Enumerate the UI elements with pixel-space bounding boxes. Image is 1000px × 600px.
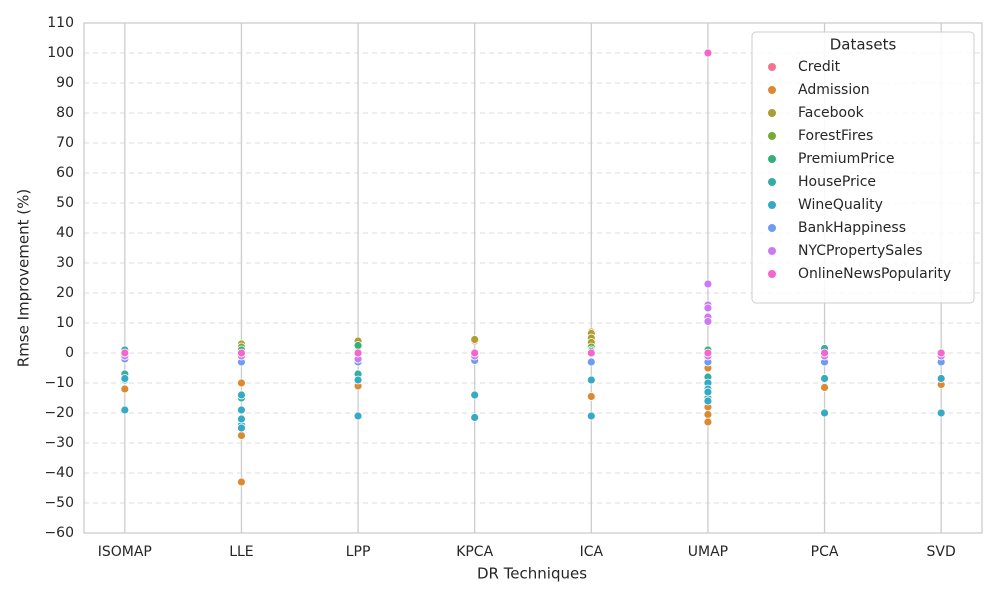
legend-marker [767, 62, 777, 72]
point [353, 348, 363, 358]
point [353, 375, 363, 385]
point [470, 413, 480, 422]
point [586, 375, 596, 385]
y-tick-label: 70 [56, 135, 74, 151]
y-tick-label: 60 [56, 165, 74, 181]
point [353, 411, 363, 421]
legend-label: NYCPropertySales [798, 243, 923, 259]
y-axis-label: Rmse Improvement (%) [15, 189, 33, 367]
legend-label: Facebook [798, 105, 865, 121]
point [470, 390, 480, 400]
point [936, 348, 946, 358]
y-tick-label: −60 [44, 525, 74, 541]
point [120, 374, 130, 383]
legend: Datasets Credit Admission Facebook ForestFir… [751, 31, 975, 304]
point [237, 378, 246, 388]
point [820, 348, 829, 358]
legend-marker [767, 223, 777, 233]
y-tick-label: 10 [56, 315, 74, 331]
legend-marker [767, 108, 777, 118]
y-tick-label: 50 [56, 195, 74, 211]
legend-marker [767, 131, 777, 141]
point [120, 348, 130, 358]
legend-marker [767, 85, 777, 95]
legend-label: WineQuality [798, 197, 883, 213]
point [120, 405, 130, 415]
legend-label: Credit [798, 59, 841, 75]
point [237, 423, 246, 433]
x-tick-label: ICA [580, 544, 604, 560]
point [936, 374, 946, 383]
legend-box [751, 31, 975, 304]
point [703, 303, 713, 313]
y-tick-label: 0 [65, 345, 74, 361]
point [820, 408, 829, 418]
legend-marker [767, 200, 777, 210]
point [703, 48, 713, 58]
legend-marker [767, 269, 777, 279]
x-tick-label: LLE [229, 544, 253, 560]
point [470, 348, 480, 358]
legend-marker [767, 154, 777, 164]
legend-label: ForestFires [798, 128, 873, 144]
point [703, 317, 713, 326]
x-tick-label: LPP [346, 544, 371, 560]
y-tick-label: −50 [44, 495, 74, 511]
y-tick-label: 40 [56, 225, 74, 241]
point [353, 341, 363, 350]
legend-label: Admission [798, 82, 870, 98]
point [820, 374, 829, 383]
y-tick-label: 110 [47, 15, 74, 31]
y-tick-label: −20 [44, 405, 74, 421]
point [820, 383, 829, 392]
y-tick-label: 20 [56, 285, 74, 301]
point [586, 357, 596, 367]
point [586, 411, 596, 421]
point [703, 396, 713, 406]
point [237, 431, 246, 440]
point [703, 348, 713, 358]
y-tick-label: −30 [44, 435, 74, 451]
y-tick-label: 30 [56, 255, 74, 271]
x-tick-label: SVD [927, 544, 956, 560]
legend-marker [767, 177, 777, 187]
y-tick-label: 90 [56, 75, 74, 91]
point [703, 387, 713, 397]
point [586, 392, 596, 401]
legend-label: PremiumPrice [798, 151, 894, 167]
point [237, 390, 246, 400]
x-tick-label: KPCA [456, 544, 493, 560]
point [703, 410, 713, 419]
x-axis-label: DR Techniques [477, 565, 587, 583]
point [703, 279, 713, 289]
x-tick-label: UMAP [688, 544, 728, 560]
x-tick-label: PCA [811, 544, 839, 560]
legend-marker [767, 246, 777, 256]
legend-label: HousePrice [798, 174, 876, 190]
y-tick-label: −40 [44, 465, 74, 481]
point [237, 405, 246, 415]
point [120, 384, 130, 394]
legend-label: BankHappiness [798, 220, 906, 236]
x-tick-label: ISOMAP [98, 544, 152, 560]
point [470, 335, 480, 344]
y-tick-label: −10 [44, 375, 74, 391]
legend-title: Datasets [830, 36, 897, 54]
legend-label: OnlineNewsPopularity [798, 266, 951, 282]
point [586, 348, 596, 358]
y-tick-label: 100 [47, 45, 74, 61]
point [237, 477, 246, 487]
y-tick-label: 80 [56, 105, 74, 121]
point [237, 414, 246, 424]
point [237, 348, 246, 358]
point [936, 408, 946, 418]
point [703, 417, 713, 427]
plot-frame [83, 22, 983, 534]
